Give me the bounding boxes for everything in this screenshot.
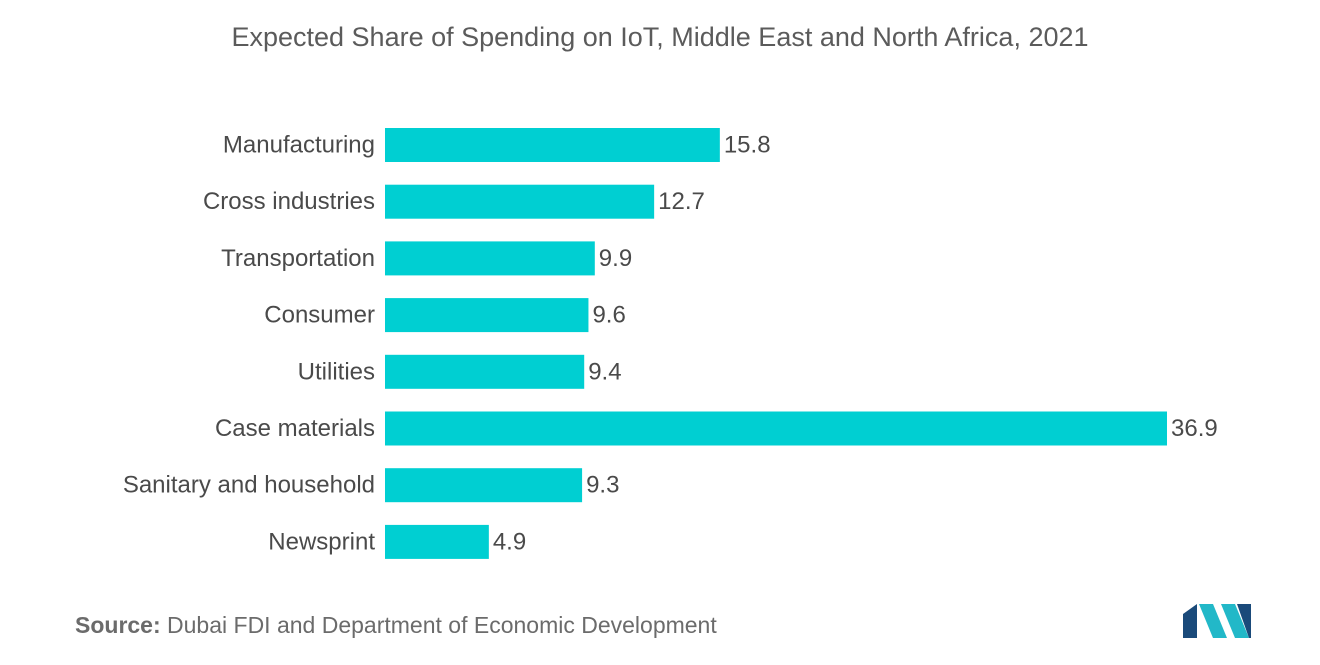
value-label: 9.9 [599,245,632,272]
value-label: 4.9 [493,528,526,555]
bar [385,298,589,333]
bar [385,241,595,276]
category-label: Cross industries [203,188,375,215]
value-label: 15.8 [724,132,771,159]
value-label: 9.3 [586,472,619,499]
source-label: Source: [75,612,161,638]
value-label: 9.6 [592,302,625,329]
category-label: Newsprint [268,528,375,555]
bar [385,411,1167,446]
value-label: 36.9 [1171,415,1218,442]
category-label: Case materials [215,415,375,442]
source-text: Dubai FDI and Department of Economic Dev… [167,612,717,638]
category-label: Utilities [298,358,375,385]
bar [385,468,583,503]
bar [385,354,585,389]
category-label: Consumer [264,302,375,329]
bar [385,524,489,559]
value-label: 12.7 [658,188,705,215]
mordor-intelligence-logo-icon [1183,604,1251,638]
source-note: Source: Dubai FDI and Department of Econ… [75,612,717,639]
bar [385,184,655,219]
category-label: Manufacturing [223,132,375,159]
chart-title: Expected Share of Spending on IoT, Middl… [231,22,1089,52]
bar [385,128,720,162]
value-label: 9.4 [588,358,621,385]
category-label: Transportation [221,245,375,272]
category-label: Sanitary and household [123,472,375,499]
